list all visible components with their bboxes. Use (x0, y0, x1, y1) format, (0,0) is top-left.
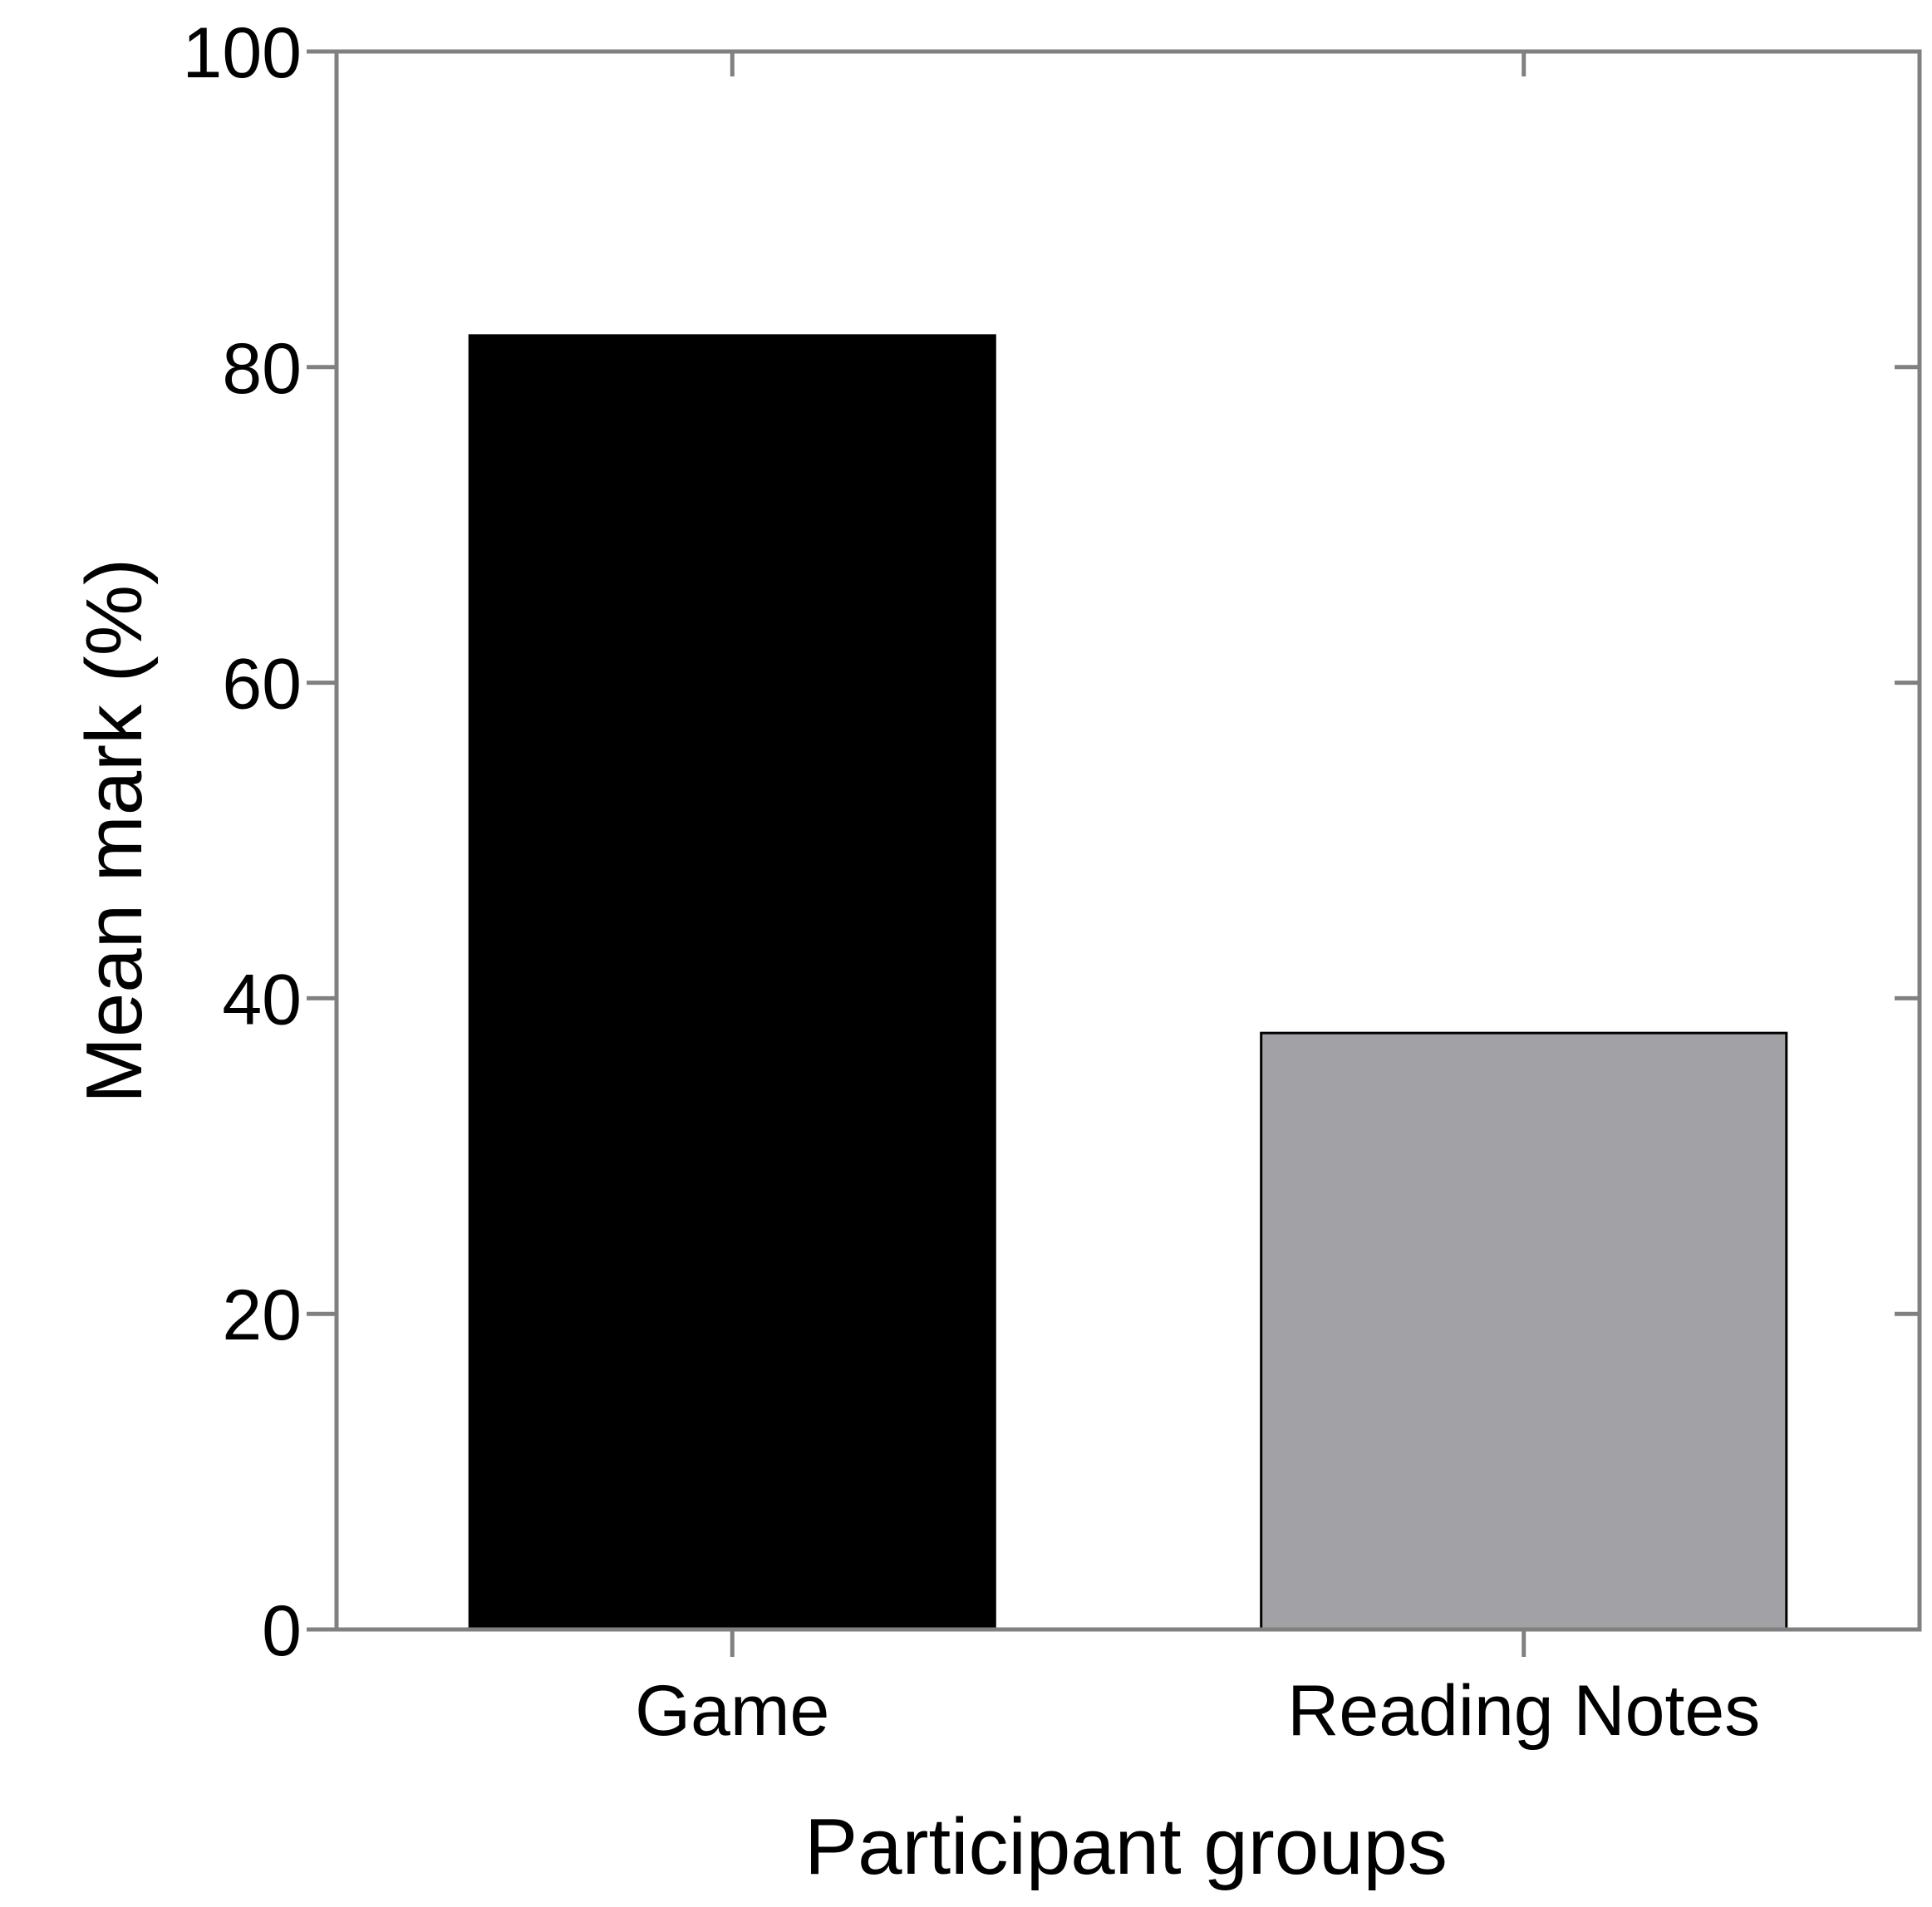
x-axis-title: Participant groups (804, 1802, 1448, 1891)
y-tick-label: 40 (222, 960, 302, 1040)
plot-frame (334, 49, 1922, 1632)
y-tick-label: 60 (222, 645, 302, 725)
ticks-layer (307, 49, 1920, 1657)
bar-reading-notes (1260, 1031, 1788, 1631)
y-tick-label: 0 (262, 1591, 302, 1671)
bar-game (468, 334, 996, 1631)
y-tick-label: 100 (183, 13, 302, 93)
y-tick-label: 20 (222, 1275, 302, 1355)
y-axis-title: Mean mark (%) (70, 558, 159, 1103)
x-tick-label: Reading Notes (1287, 1671, 1760, 1751)
x-tick-label: Game (635, 1671, 829, 1751)
y-tick-label: 80 (222, 329, 302, 409)
tick-labels-layer: Game Reading Notes 0 20 40 60 80 100 (183, 13, 1761, 1751)
bars-layer (468, 334, 1788, 1631)
